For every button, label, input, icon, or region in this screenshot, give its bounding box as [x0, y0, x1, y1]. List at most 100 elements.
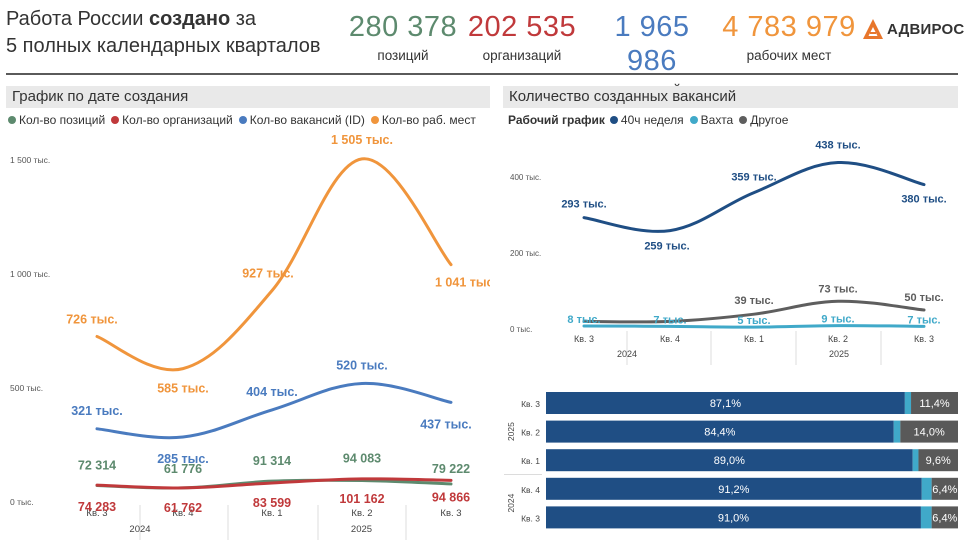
- legend-label: Кол-во раб. мест: [381, 113, 476, 127]
- y-tick-label: 0 тыс.: [10, 497, 34, 507]
- series-line: [582, 161, 926, 233]
- x-tick-label: Кв. 3: [574, 334, 594, 344]
- legend-item[interactable]: Кол-во организаций: [111, 113, 233, 127]
- y-tick-label: 1 000 тыс.: [10, 269, 50, 279]
- bar-data-label: 6,4%: [932, 484, 957, 496]
- bar-segment-shift: [912, 449, 919, 472]
- y-tick-label: 1 500 тыс.: [10, 155, 50, 165]
- legend-label: Вахта: [700, 113, 734, 127]
- kpi-positions-label: позиций: [377, 48, 429, 63]
- legend-title: Рабочий график: [508, 113, 605, 127]
- bar-category-label: Кв. 2: [521, 428, 540, 438]
- data-label: 7 тыс.: [907, 314, 940, 326]
- data-label: 72 314: [78, 459, 116, 473]
- data-label: 520 тыс.: [336, 358, 388, 372]
- bar-category-label: Кв. 1: [521, 456, 540, 466]
- data-label: 83 599: [253, 496, 291, 510]
- left-line-chart: 0 тыс. 500 тыс. 1 000 тыс. 1 500 тыс. Кв. 3 К…: [10, 133, 490, 540]
- kpi-positions-value: 280 378: [348, 11, 458, 43]
- legend-dot-icon: [689, 116, 698, 124]
- legend-item[interactable]: Кол-во позиций: [8, 113, 105, 127]
- data-label: 8 тыс.: [567, 314, 600, 326]
- bar-data-label: 84,4%: [704, 427, 735, 439]
- data-label: 1 505 тыс.: [331, 133, 393, 147]
- legend-dot-icon: [739, 116, 748, 124]
- kpi-vacancies: 1 965 986 вакансий: [586, 10, 718, 97]
- data-label: 74 283: [78, 500, 116, 514]
- data-label: 404 тыс.: [246, 385, 298, 399]
- legend-item[interactable]: 40ч неделя: [609, 113, 684, 127]
- legend-label: Кол-во позиций: [19, 113, 106, 127]
- x-tick-label: Кв. 3: [440, 508, 461, 519]
- data-label: 50 тыс.: [904, 292, 943, 304]
- header-divider: [6, 73, 958, 75]
- legend-label: Другое: [750, 113, 789, 127]
- data-label: 293 тыс.: [561, 199, 606, 211]
- right-panel-header: Количество созданных вакансий: [503, 86, 958, 108]
- data-label: 91 314: [253, 454, 291, 468]
- x-year-label: 2024: [617, 349, 637, 359]
- x-tick-label: Кв. 2: [828, 334, 848, 344]
- bar-segment-shift: [904, 392, 912, 414]
- left-chart-legend: Кол-во позиций Кол-во организаций Кол-во в…: [8, 113, 482, 127]
- title-bold-text: создано: [149, 8, 231, 30]
- bar-segment-shift: [893, 420, 901, 443]
- data-label: 927 тыс.: [242, 267, 294, 281]
- y-tick-label: 0 тыс.: [510, 325, 532, 334]
- right-stacked-bar-chart: Кв. 3 87,1% 11,4% Кв. 2 84,4% 14,0% Кв. 1 89,0%…: [504, 392, 958, 529]
- x-year-label: 2025: [829, 349, 849, 359]
- legend-label: Кол-во организаций: [122, 113, 233, 127]
- legend-dot-icon: [111, 116, 120, 124]
- x-tick-label: Кв. 4: [660, 334, 680, 344]
- data-label: 1 041 тыс.: [435, 276, 490, 290]
- data-label: 321 тыс.: [71, 404, 123, 418]
- right-line-chart: 0 тыс. 200 тыс. 400 тыс. Кв. 3 Кв. 4 Кв. 1 Кв.…: [510, 140, 947, 365]
- company-logo: АДВИРОС: [862, 18, 964, 40]
- bar-year-label: 2024: [506, 493, 516, 512]
- x-tick-label: Кв. 3: [86, 508, 107, 519]
- bar-category-label: Кв. 4: [521, 485, 540, 495]
- right-chart-legend: Рабочий график 40ч неделя Вахта Другое: [508, 113, 794, 127]
- bar-segment-other: [911, 392, 958, 414]
- legend-label: Кол-во вакансий (ID): [249, 113, 365, 127]
- bar-data-label: 14,0%: [914, 427, 945, 439]
- data-label: 94 083: [343, 452, 381, 466]
- kpi-orgs-label: организаций: [482, 48, 562, 63]
- series-line: [95, 381, 453, 440]
- legend-item[interactable]: Вахта: [689, 113, 734, 127]
- legend-dot-icon: [8, 116, 16, 124]
- x-tick-label: Кв. 4: [172, 508, 193, 519]
- bar-category-label: Кв. 3: [521, 513, 540, 523]
- y-tick-label: 200 тыс.: [510, 249, 541, 258]
- y-tick-label: 500 тыс.: [10, 383, 43, 393]
- bar-segment-40h: [546, 477, 922, 500]
- title-subline: 5 полных календарных кварталов: [6, 35, 321, 57]
- x-tick-label: Кв. 3: [914, 334, 934, 344]
- logo-text: АДВИРОС: [887, 20, 965, 38]
- data-label: 585 тыс.: [157, 382, 209, 396]
- bar-data-label: 89,0%: [714, 455, 745, 467]
- bar-segment-other: [931, 477, 958, 500]
- page-title: Работа России создано за 5 полных календ…: [6, 6, 321, 60]
- data-label: 94 866: [432, 490, 470, 504]
- x-year-label: 2024: [129, 524, 150, 535]
- x-year-label: 2025: [351, 524, 372, 535]
- legend-item[interactable]: Кол-во вакансий (ID): [238, 113, 365, 127]
- data-label: 73 тыс.: [818, 283, 857, 295]
- kpi-orgs-value: 202 535: [467, 11, 577, 43]
- x-tick-label: Кв. 1: [744, 334, 764, 344]
- x-tick-label: Кв. 1: [261, 508, 282, 519]
- data-label: 9 тыс.: [821, 314, 854, 326]
- kpi-workplaces-label: рабочих мест: [746, 48, 832, 63]
- kpi-vacancies-value: 1 965 986: [614, 11, 690, 77]
- kpi-workplaces: 4 783 979 рабочих мест: [722, 10, 856, 63]
- data-label: 438 тыс.: [815, 140, 860, 152]
- legend-item[interactable]: Кол-во раб. мест: [370, 113, 476, 127]
- series-line: [582, 324, 926, 329]
- bar-year-label: 2025: [506, 422, 516, 441]
- bar-segment-shift: [921, 477, 932, 500]
- bar-data-label: 91,2%: [718, 484, 749, 496]
- legend-item[interactable]: Другое: [739, 113, 788, 127]
- logo-icon: [863, 19, 883, 39]
- left-panel-header: График по дате создания: [6, 86, 490, 108]
